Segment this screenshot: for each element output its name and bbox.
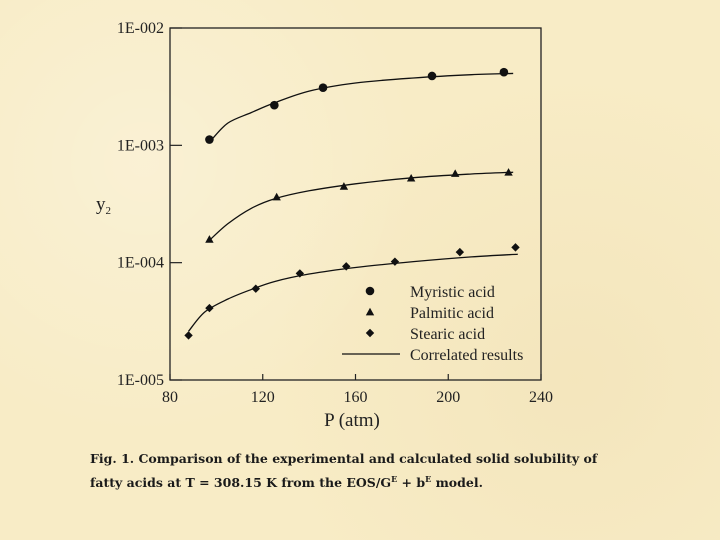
legend-marker-stearic-acid xyxy=(365,328,375,338)
legend-label-stearic-acid: Stearic acid xyxy=(410,326,485,343)
stearic-acid-point xyxy=(184,331,193,340)
y-axis-title: y2 xyxy=(96,194,111,217)
stearic-acid-point xyxy=(205,303,214,313)
x-tick-label: 200 xyxy=(436,389,460,406)
palmitic-acid-point xyxy=(504,168,513,176)
legend: Myristic acid Palmitic acid Stearic acid Co… xyxy=(342,284,523,364)
myristic-acid-point xyxy=(205,135,214,144)
y-tick-label: 1E-003 xyxy=(117,137,164,154)
y-tick-label: 1E-002 xyxy=(117,20,164,37)
caption-sup-1: E xyxy=(391,474,398,484)
correlated-curve-1 xyxy=(211,72,514,141)
palmitic-acid-point xyxy=(406,173,416,182)
legend-label-correlated-results: Correlated results xyxy=(410,347,523,364)
y-axis-title-main: y xyxy=(96,194,106,215)
stearic-acid-point xyxy=(295,269,305,278)
data-markers xyxy=(184,67,520,340)
caption-end: model. xyxy=(431,475,483,491)
y-tick-label: 1E-005 xyxy=(117,372,164,389)
myristic-acid-point xyxy=(270,100,279,110)
axis-ticks: 80 120 160 200 240 1E-005 1E-004 1E-003 1E-002 xyxy=(117,20,553,406)
palmitic-acid-point xyxy=(205,235,214,243)
caption-sup-2: E xyxy=(425,474,432,484)
y-axis-title-sub: 2 xyxy=(106,205,112,217)
solubility-chart: 80 120 160 200 240 1E-005 1E-004 1E-003 1E-002 P… xyxy=(96,20,553,431)
stearic-acid-point xyxy=(251,284,260,293)
correlated-curve-2 xyxy=(208,171,514,241)
x-tick-label: 160 xyxy=(344,389,368,406)
correlated-curve-3 xyxy=(188,253,518,332)
stearic-acid-point xyxy=(390,257,400,266)
x-tick-label: 120 xyxy=(251,389,275,406)
legend-label-myristic-acid: Myristic acid xyxy=(410,284,495,301)
caption-main: Fig. 1. Comparison of the experimental a… xyxy=(90,451,598,491)
legend-marker-myristic-acid xyxy=(365,286,375,296)
stearic-acid-point xyxy=(511,243,520,252)
x-tick-label: 80 xyxy=(162,389,178,406)
stearic-acid-point xyxy=(342,262,351,271)
stearic-acid-point xyxy=(455,247,465,257)
myristic-acid-point xyxy=(499,67,509,77)
y-tick-label: 1E-004 xyxy=(117,255,164,272)
x-tick-label: 240 xyxy=(529,389,553,406)
legend-label-palmitic-acid: Palmitic acid xyxy=(410,305,494,322)
palmitic-acid-point xyxy=(339,182,349,190)
myristic-acid-point xyxy=(318,83,328,92)
myristic-acid-point xyxy=(427,71,437,81)
palmitic-acid-point xyxy=(272,192,281,201)
plot-frame xyxy=(169,27,542,381)
x-axis-title: P (atm) xyxy=(324,410,380,431)
palmitic-acid-point xyxy=(451,169,460,177)
legend-marker-palmitic-acid xyxy=(365,307,375,316)
caption-mid: + b xyxy=(397,475,426,491)
figure-caption: Fig. 1. Comparison of the experimental a… xyxy=(90,449,610,493)
